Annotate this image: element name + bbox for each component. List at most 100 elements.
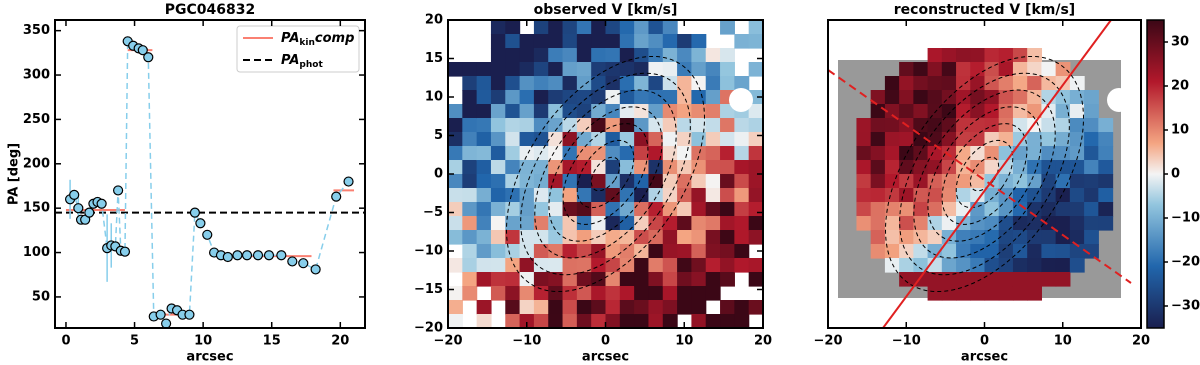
voronoi-cell [941, 272, 957, 287]
voronoi-cell [605, 76, 621, 91]
voronoi-cell [562, 20, 578, 35]
voronoi-cell [884, 132, 900, 147]
voronoi-cell [705, 314, 721, 328]
voronoi-cell [970, 62, 986, 77]
voronoi-cell [1012, 160, 1028, 175]
voronoi-cell [720, 188, 735, 203]
voronoi-cell [899, 160, 914, 175]
voronoi-cell [462, 118, 478, 133]
voronoi-cell [462, 104, 478, 119]
voronoi-cell [970, 104, 986, 119]
voronoi-cell [548, 146, 564, 161]
voronoi-cell [1084, 132, 1099, 147]
voronoi-cell [984, 258, 1000, 273]
x-tick-label: −10 [892, 334, 921, 349]
voronoi-cell [519, 132, 535, 147]
voronoi-cell [1012, 286, 1028, 301]
voronoi-cell [748, 174, 763, 189]
voronoi-cell [856, 188, 872, 203]
voronoi-cell [734, 244, 750, 259]
voronoi-cell [648, 188, 664, 203]
voronoi-cell [748, 20, 763, 35]
voronoi-cell [1012, 76, 1028, 91]
chart-title: PGC046832 [165, 2, 255, 18]
voronoi-cell [1055, 244, 1071, 259]
voronoi-cell [462, 216, 478, 231]
voronoi-cell [634, 146, 650, 161]
voronoi-cell [748, 160, 763, 175]
voronoi-cell [1012, 258, 1028, 273]
pa-point [343, 176, 354, 187]
voronoi-cell [941, 76, 957, 91]
voronoi-cell [476, 62, 492, 77]
voronoi-cell [1012, 244, 1028, 259]
voronoi-cell [1055, 104, 1071, 119]
voronoi-cell [1055, 62, 1071, 77]
voronoi-cell [548, 314, 564, 328]
voronoi-cell [505, 104, 521, 119]
voronoi-cell [1055, 118, 1071, 133]
legend-label: PAphot [281, 53, 323, 70]
voronoi-cell [519, 104, 535, 119]
voronoi-cell [533, 216, 549, 231]
voronoi-cell [1069, 90, 1085, 105]
voronoi-cell [519, 202, 535, 217]
x-tick-label: 0 [980, 334, 989, 349]
voronoi-cell [1055, 230, 1071, 245]
voronoi-cell [548, 258, 564, 273]
voronoi-cell [691, 62, 707, 77]
voronoi-cell [505, 76, 521, 91]
voronoi-cell [605, 272, 621, 287]
colorbar-tick-label: −30 [1171, 299, 1200, 314]
voronoi-cell [448, 104, 463, 119]
voronoi-cell [941, 286, 957, 301]
voronoi-cell [562, 300, 578, 315]
voronoi-cell [476, 272, 492, 287]
voronoi-cell [1041, 174, 1057, 189]
voronoi-cell [619, 258, 635, 273]
voronoi-cell [870, 146, 886, 161]
voronoi-cell [519, 216, 535, 231]
y-tick-label: 20 [425, 13, 443, 28]
y-tick-label: 150 [23, 201, 50, 216]
voronoi-cell [448, 230, 463, 245]
voronoi-cell [705, 286, 721, 301]
x-tick-label: −20 [814, 334, 843, 349]
voronoi-cell [870, 132, 886, 147]
voronoi-cell [677, 34, 693, 49]
voronoi-cell [662, 300, 678, 315]
voronoi-cell [984, 90, 1000, 105]
voronoi-cell [913, 188, 929, 203]
voronoi-cell [941, 118, 957, 133]
pa-point [155, 309, 166, 320]
voronoi-cell [634, 132, 650, 147]
voronoi-cell [576, 132, 592, 147]
voronoi-cell [720, 146, 735, 161]
voronoi-cell [476, 230, 492, 245]
voronoi-cell [634, 20, 650, 35]
voronoi-cell [1027, 90, 1043, 105]
voronoi-cell [748, 62, 763, 77]
pa-point [263, 250, 275, 261]
voronoi-cell [691, 272, 707, 287]
voronoi-cell [884, 174, 900, 189]
voronoi-cell [956, 174, 971, 189]
voronoi-cell [1012, 146, 1028, 161]
voronoi-cell [476, 216, 492, 231]
voronoi-cell [1027, 104, 1043, 119]
voronoi-cell [619, 244, 635, 259]
voronoi-cell [648, 132, 664, 147]
voronoi-cell [533, 90, 549, 105]
voronoi-cell [984, 216, 1000, 231]
voronoi-cell [1084, 118, 1099, 133]
voronoi-cell [1084, 244, 1099, 259]
voronoi-cell [998, 160, 1014, 175]
isophote [955, 139, 1014, 209]
y-tick-label: 250 [23, 112, 50, 127]
voronoi-cell [605, 20, 621, 35]
pa-point [189, 207, 201, 218]
y-tick-label: 200 [23, 156, 50, 171]
voronoi-cell [448, 258, 463, 273]
voronoi-cell [662, 314, 678, 328]
voronoi-cell [913, 118, 929, 133]
